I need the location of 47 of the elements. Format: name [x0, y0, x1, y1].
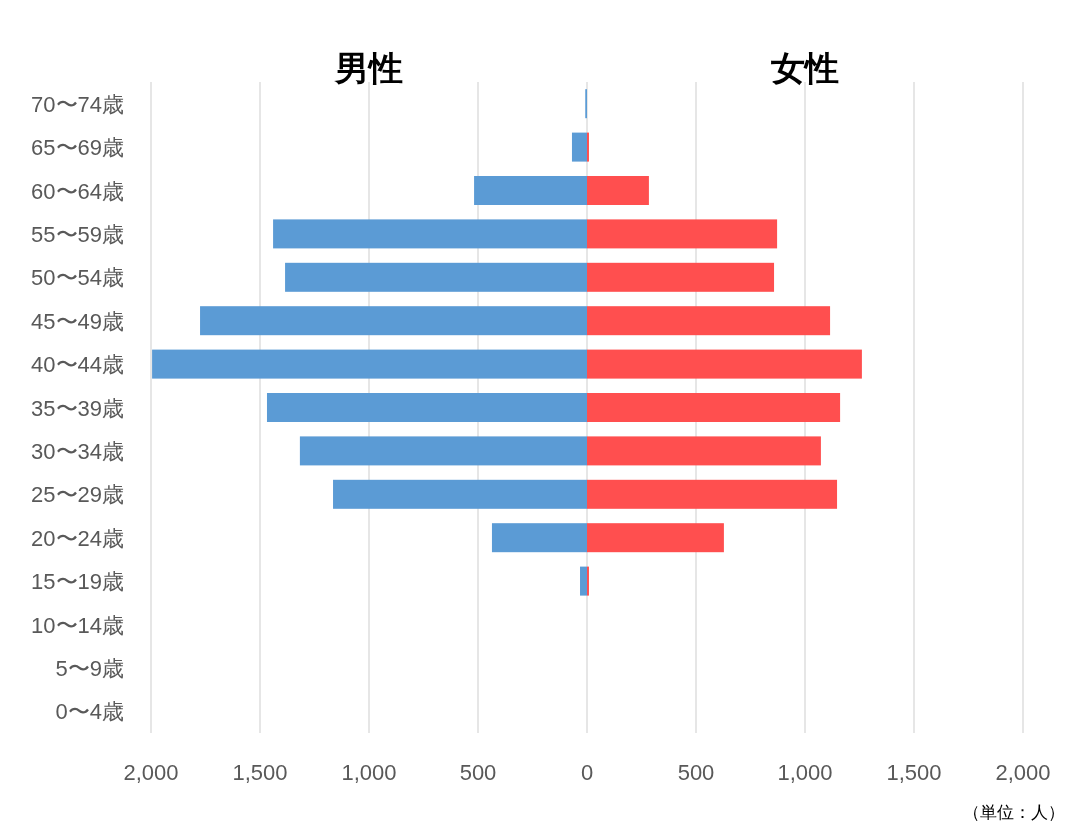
- y-tick-label: 55〜59歳: [31, 221, 124, 247]
- bar: [266, 393, 587, 422]
- annotation: 男性: [334, 49, 403, 87]
- x-tick-label: 500: [677, 760, 715, 785]
- y-tick-label: 15〜19歳: [31, 569, 124, 595]
- bar: [333, 479, 587, 509]
- bar: [587, 479, 838, 509]
- bar: [587, 349, 862, 379]
- text: （単位：人）: [963, 803, 1065, 822]
- bar: [587, 306, 831, 336]
- x-tick-label: 2,000: [995, 760, 1051, 785]
- bar: [152, 349, 587, 379]
- y-tick-label: 25〜29歳: [31, 482, 124, 508]
- x-tick-label: 0: [580, 760, 594, 785]
- y-tick-label: 35〜39歳: [31, 395, 124, 421]
- y-tick-label: 40〜44歳: [31, 352, 124, 378]
- y-tick-label: 70〜74歳: [31, 91, 124, 117]
- bar: [200, 306, 587, 336]
- bar: [587, 262, 775, 292]
- y-tick-label: 65〜69歳: [31, 135, 124, 161]
- bar: [587, 436, 821, 466]
- y-tick-label: 45〜49歳: [31, 308, 124, 334]
- x-tick-label: 500: [459, 760, 497, 785]
- x-tick-label: 2,000: [123, 760, 179, 785]
- bar: [571, 132, 587, 162]
- y-tick-label: 0〜4歳: [55, 699, 124, 725]
- bar: [587, 219, 778, 249]
- y-tick-label: 10〜14歳: [31, 612, 124, 638]
- annotation: 女性: [770, 49, 839, 87]
- bar: [491, 523, 587, 553]
- x-tick-label: 1,500: [886, 760, 942, 785]
- bar: [587, 393, 841, 422]
- bar: [587, 523, 724, 553]
- bar: [587, 176, 649, 205]
- bar: [285, 262, 587, 292]
- x-tick-label: 1,500: [232, 760, 288, 785]
- y-tick-label: 20〜24歳: [31, 525, 124, 551]
- y-tick-label: 60〜64歳: [31, 178, 124, 204]
- y-tick-label: 50〜54歳: [31, 265, 124, 291]
- y-tick-label: 30〜34歳: [31, 438, 124, 464]
- bar: [273, 219, 587, 249]
- bar: [299, 436, 587, 466]
- x-tick-label: 1,000: [341, 760, 397, 785]
- bar: [580, 566, 587, 596]
- bar: [474, 176, 587, 205]
- x-tick-label: 1,000: [777, 760, 833, 785]
- y-tick-label: 5〜9歳: [55, 655, 124, 681]
